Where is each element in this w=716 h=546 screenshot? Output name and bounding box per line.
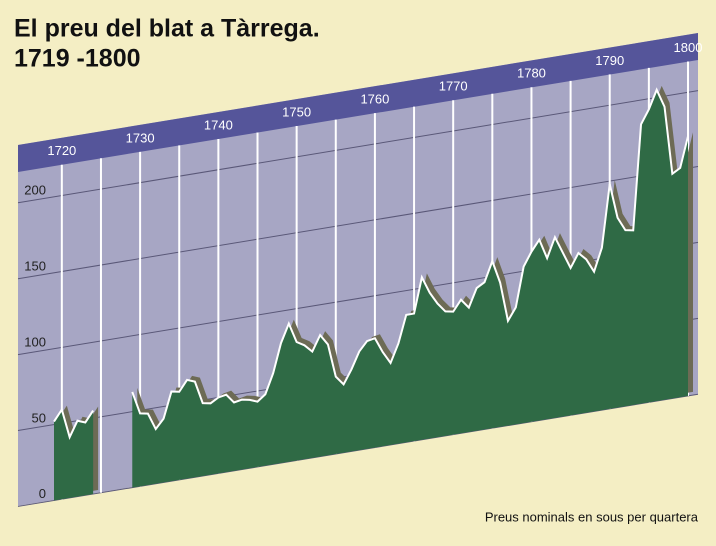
year-band [18,33,698,172]
x-tick-label: 1770 [439,79,468,94]
area-edge [53,87,689,441]
x-tick-label: 1750 [282,104,311,119]
x-tick-label: 1760 [360,92,389,107]
grid-line [17,90,699,204]
x-tick-label: 1740 [204,117,233,132]
x-tick-label: 1780 [517,66,546,81]
chart-subtitle: 1719 -1800 [14,45,141,73]
x-tick-label: 1730 [126,130,155,145]
x-tick-label: 1800 [674,40,703,55]
area [54,89,688,501]
y-tick-label: 50 [32,410,46,425]
y-tick-label: 0 [39,486,46,501]
x-tick-label: 1720 [47,143,76,158]
chart-title: El preu del blat a Tàrrega. [14,15,320,43]
y-tick-label: 150 [24,259,46,274]
note: Preus nominals en sous per quartera [485,509,699,524]
y-tick-label: 200 [24,183,46,198]
x-tick-label: 1790 [595,53,624,68]
y-tick-label: 100 [24,334,46,349]
grid-line [17,166,699,280]
